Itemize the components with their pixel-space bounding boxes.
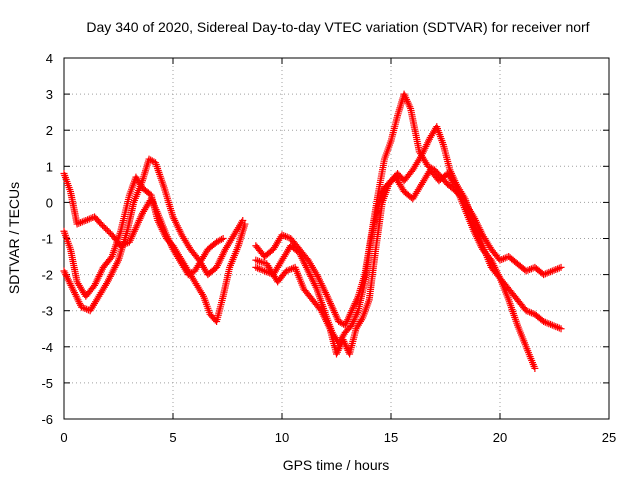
x-tick-label: 0 [60, 430, 67, 445]
y-tick-label: 4 [46, 51, 53, 66]
data-point [252, 256, 260, 264]
axes-ticks: 0 5 10 15 20 25 -6 -5 -4 -3 -2 -1 0 1 2 3 4 [41, 51, 616, 445]
y-tick-label: -2 [41, 268, 53, 283]
y-tick-label: -1 [41, 232, 53, 247]
y-tick-label: -6 [41, 412, 53, 427]
data-point-fill [103, 226, 111, 234]
data-point [97, 220, 105, 228]
series-track-c [60, 155, 247, 315]
x-tick-label: 10 [275, 430, 289, 445]
x-tick-label: 25 [602, 430, 616, 445]
chart-title: Day 340 of 2020, Sidereal Day-to-day VTE… [86, 19, 589, 35]
data-point [557, 263, 565, 271]
series-track-b [60, 173, 249, 326]
y-tick-label: 3 [46, 87, 53, 102]
y-tick-label: -4 [41, 340, 53, 355]
x-tick-label: 20 [493, 430, 507, 445]
data-point-fill [100, 223, 108, 231]
series-track-e [252, 123, 565, 347]
data-point [239, 216, 247, 224]
data-point-fill [105, 228, 113, 236]
data-point-fill [257, 258, 265, 266]
data-point [219, 235, 227, 242]
y-tick-label: -5 [41, 376, 53, 391]
y-tick-label: 0 [46, 195, 53, 210]
x-tick-label: 5 [169, 430, 176, 445]
series-track-f [252, 166, 539, 372]
data-point-fill [255, 257, 263, 265]
data-point [531, 364, 539, 372]
x-tick-label: 15 [384, 430, 398, 445]
grid [64, 58, 609, 419]
y-tick-label: 2 [46, 123, 53, 138]
x-axis-label: GPS time / hours [283, 457, 390, 473]
series-track-d [252, 90, 565, 329]
data-marks [60, 90, 565, 372]
data-point-fill [102, 225, 110, 233]
data-point [557, 325, 565, 333]
y-axis-label: SDTVAR / TECUs [6, 182, 22, 294]
data-point-fill [99, 222, 107, 230]
y-tick-label: 1 [46, 159, 53, 174]
data-point-fill [254, 257, 262, 265]
y-tick-label: -3 [41, 304, 53, 319]
data-point-fill [218, 235, 226, 243]
